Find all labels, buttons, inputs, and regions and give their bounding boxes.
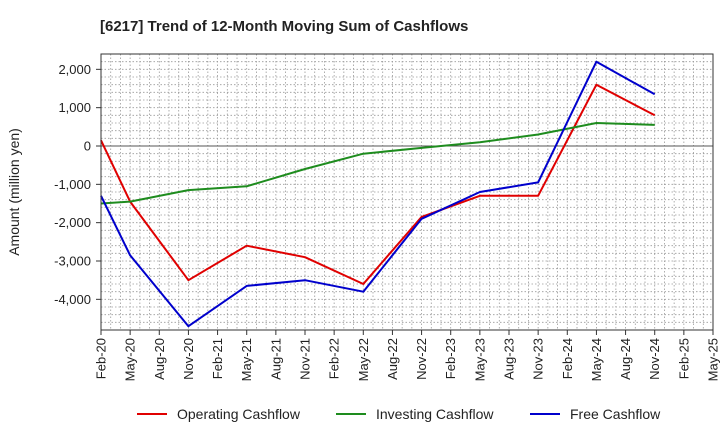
x-tick-label: Nov-20	[181, 338, 196, 380]
x-tick-label: May-20	[123, 338, 138, 381]
x-tick-label: Nov-22	[414, 338, 429, 380]
x-tick-label: May-22	[356, 338, 371, 381]
plot-border	[100, 53, 714, 331]
series-lines	[100, 60, 656, 328]
x-tick-label: Aug-22	[385, 338, 400, 380]
y-axis-label: Amount (million yen)	[6, 128, 22, 256]
y-tick-label: -1,000	[54, 177, 91, 192]
x-tick-label: Aug-24	[618, 338, 633, 380]
y-tick-label: 2,000	[58, 62, 91, 77]
legend: Operating Cashflow Investing Cashflow Free…	[137, 406, 661, 422]
y-tick-label: 0	[84, 139, 91, 154]
legend-label: Operating Cashflow	[177, 406, 301, 422]
legend-label: Investing Cashflow	[376, 406, 494, 422]
x-tick-label: May-24	[589, 338, 604, 381]
x-tick-label: Feb-25	[676, 338, 691, 379]
x-tick-label: Feb-24	[560, 338, 575, 379]
y-tick-label: -4,000	[54, 292, 91, 307]
y-tick-label: 1,000	[58, 100, 91, 115]
x-tick-label: May-25	[706, 338, 720, 381]
legend-label: Free Cashflow	[570, 406, 661, 422]
x-tick-label: Feb-23	[443, 338, 458, 379]
x-tick-label: Aug-21	[268, 338, 283, 380]
x-tick-label: May-23	[472, 338, 487, 381]
chart-title: [6217] Trend of 12-Month Moving Sum of C…	[100, 18, 468, 35]
x-tick-label: May-21	[239, 338, 254, 381]
x-tick-label: Aug-20	[152, 338, 167, 380]
y-tick-label: -3,000	[54, 254, 91, 269]
x-tick-label: Aug-23	[502, 338, 517, 380]
series-line-investing-cashflow	[100, 122, 655, 205]
series-line-free-cashflow	[100, 60, 656, 328]
x-tick-label: Feb-20	[94, 338, 109, 379]
grid-lines	[100, 53, 714, 331]
series-line-operating-cashflow	[100, 83, 656, 285]
x-tick-label: Feb-22	[327, 338, 342, 379]
x-axis: Feb-20 May-20 Aug-20 Nov-20 Feb-21 May-21 Aug-…	[94, 330, 720, 381]
y-axis: 2,000 1,000 0 -1,000 -2,000 -3,000 -4,000	[54, 62, 101, 307]
y-tick-label: -2,000	[54, 215, 91, 230]
x-tick-label: Feb-21	[210, 338, 225, 379]
x-tick-label: Nov-21	[298, 338, 313, 380]
x-tick-label: Nov-24	[647, 338, 662, 380]
x-tick-label: Nov-23	[531, 338, 546, 380]
